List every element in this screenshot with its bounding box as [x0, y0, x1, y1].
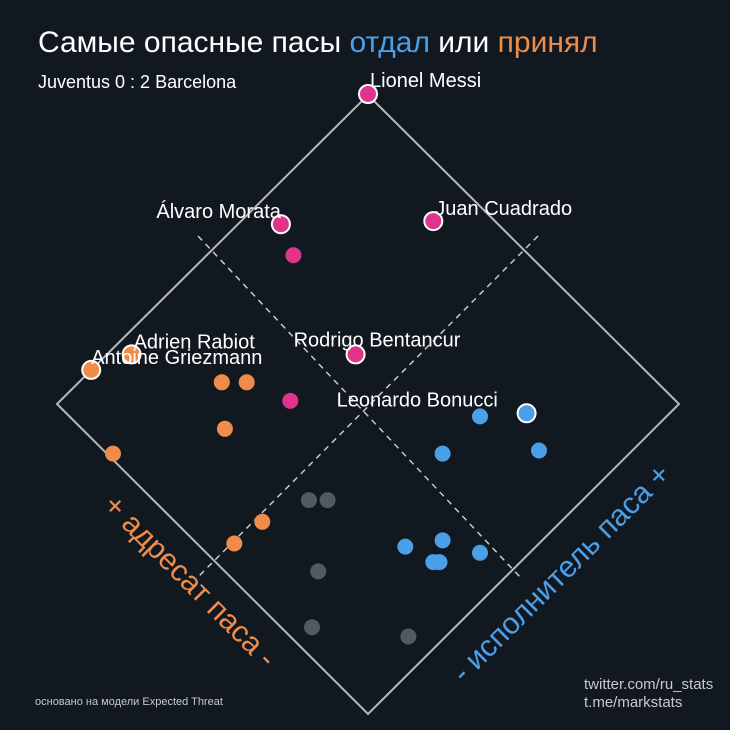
point-label-17: Adrien Rabiot: [134, 331, 256, 353]
point-label-4: Rodrigo Bentancur: [294, 329, 461, 351]
title-part-1: Самые опасные пасы: [38, 26, 349, 59]
data-point-received-22: [226, 535, 243, 552]
data-point-received-19: [216, 420, 233, 437]
point-label-2: Juan Cuadrado: [435, 198, 572, 220]
data-point-both-0: [358, 84, 378, 104]
data-point-gave-9: [531, 442, 547, 459]
data-point-received-18: [81, 359, 102, 380]
point-label-0: Lionel Messi: [370, 70, 481, 92]
data-point-neither-27: [400, 628, 417, 645]
data-point-both-1: [270, 214, 291, 235]
credit-twitter: twitter.com/ru_stats: [584, 676, 713, 693]
title-part-gave: отдал: [349, 26, 429, 59]
data-point-both-2: [423, 211, 444, 232]
footnote: основано на модели Expected Threat: [35, 696, 223, 708]
data-point-neither-24: [319, 492, 336, 509]
data-point-gave-13: [425, 554, 442, 571]
data-point-gave-10: [434, 532, 451, 549]
credit-telegram: t.me/markstats: [584, 694, 682, 711]
data-point-received-17: [121, 344, 142, 365]
data-point-received-15: [213, 374, 230, 391]
data-point-both-5: [282, 392, 299, 409]
data-point-both-3: [285, 247, 302, 264]
title-part-received: принял: [498, 26, 598, 59]
data-point-neither-26: [304, 619, 320, 636]
axis-label-giver: - исполнитель паса +: [446, 458, 677, 689]
data-point-received-21: [254, 513, 271, 530]
point-label-18: Antoine Griezmann: [91, 347, 262, 369]
data-point-gave-14: [472, 544, 488, 561]
data-point-neither-25: [310, 563, 327, 580]
axis-label-receiver: + адресат паса -: [97, 488, 283, 674]
data-point-gave-6: [472, 408, 488, 425]
point-label-7: Leonardo Bonucci: [337, 389, 498, 411]
data-point-gave-8: [434, 445, 451, 462]
data-point-gave-12: [397, 538, 414, 555]
data-point-gave-7: [516, 403, 537, 424]
chart-subtitle: Juventus 0 : 2 Barcelona: [38, 72, 237, 92]
chart-frame: [55, 93, 681, 716]
title-part-3: или: [430, 26, 498, 59]
points-layer: [81, 84, 547, 645]
quadrant-divider-1: [197, 235, 521, 578]
data-point-both-4: [345, 344, 366, 365]
data-point-received-20: [105, 445, 121, 462]
point-label-1: Álvaro Morata: [156, 200, 281, 223]
labels-layer: Lionel Messi Álvaro Morata Juan Cuadrado Ro…: [91, 70, 572, 411]
chart-title: Самые опасные пасы отдал или принял: [38, 26, 598, 59]
data-point-received-16: [238, 374, 255, 391]
data-point-neither-23: [300, 492, 317, 509]
